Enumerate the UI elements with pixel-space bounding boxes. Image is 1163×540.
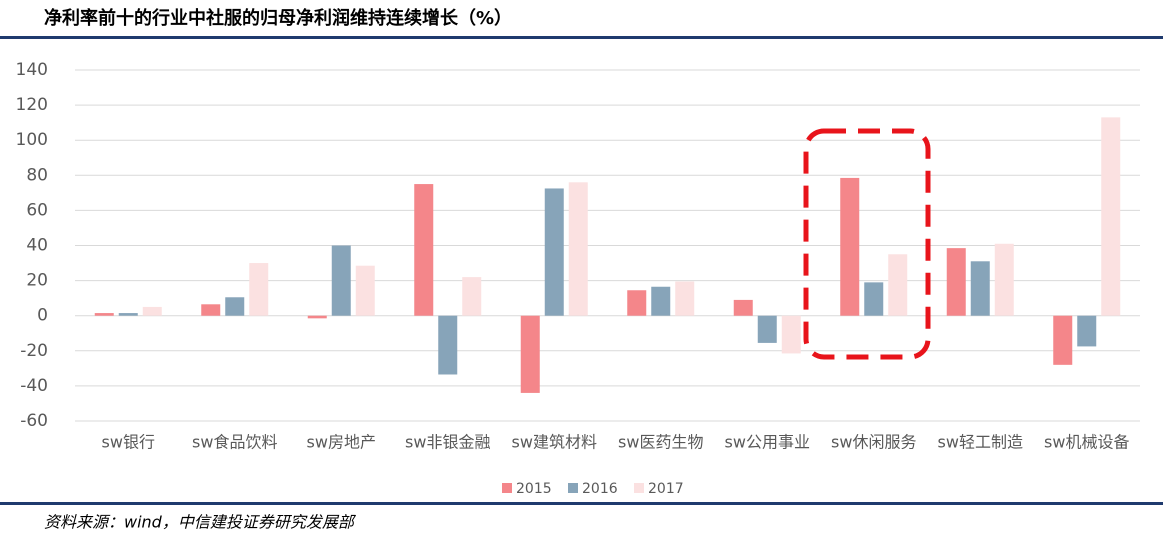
bar [331,245,351,316]
bar [249,263,269,316]
legend-label: 2016 [582,481,618,497]
y-tick-label: 100 [16,130,48,150]
legend-swatch [634,483,644,493]
bar [355,265,375,316]
bar [1101,117,1121,316]
x-tick-label: sw建筑材料 [512,433,597,452]
plot-area: -60 -40 -20 0 20 40 60 80 100 120 140 sw银行 sw食品饮料 sw房… [16,60,1140,497]
bar [201,304,221,316]
highlight-box [803,128,931,360]
bar [888,254,908,316]
y-tick-label: -60 [20,411,48,431]
y-tick-label: -20 [20,341,48,361]
legend-label: 2017 [648,481,684,497]
bar [781,315,801,354]
bar [225,297,245,316]
bar [438,315,458,375]
x-tick-label: sw轻工制造 [938,433,1023,452]
bar [627,290,647,316]
y-tick-label: 80 [26,165,48,185]
legend-swatch [568,483,578,493]
legend-label: 2015 [516,481,552,497]
bar [946,248,966,316]
bar [757,315,777,343]
y-tick-label: 40 [26,236,48,256]
bar [733,299,753,316]
source: 资料来源：wind，中信建投证券研究发展部 [44,513,357,532]
bar [840,177,860,316]
x-tick-label: sw休闲服务 [831,433,916,452]
x-tick-label: sw机械设备 [1044,433,1129,452]
title-rule [0,36,1163,39]
bar [1077,315,1097,347]
bar [994,243,1014,316]
bar [675,281,695,316]
bar [544,188,564,316]
bar [970,261,990,316]
bar [307,315,327,319]
x-tick-label: sw银行 [102,433,155,452]
bar [568,182,588,316]
y-tick-label: 20 [26,271,48,291]
bar [94,313,114,316]
x-tick-label: sw公用事业 [725,433,810,452]
chart-title: 净利率前十的行业中社服的归母净利润维持连续增长（%） [44,7,512,29]
legend-swatch [502,483,512,493]
x-tick-label: sw医药生物 [618,433,703,452]
y-tick-label: 120 [16,95,48,115]
y-tick-label: 0 [37,306,48,326]
bar [118,313,138,316]
x-tick-label: sw房地产 [307,433,376,452]
footer-rule [0,502,1163,505]
bar [414,184,434,316]
bar [520,315,540,393]
bar [864,282,884,316]
x-tick-label: sw非银金融 [405,433,490,452]
x-tick-label: sw食品饮料 [192,433,277,452]
bar [462,277,482,316]
bar [142,306,162,316]
bar [1053,315,1073,365]
y-tick-label: -40 [20,376,48,396]
y-tick-label: 60 [26,200,48,220]
y-tick-label: 140 [16,60,48,80]
bar [651,286,671,316]
